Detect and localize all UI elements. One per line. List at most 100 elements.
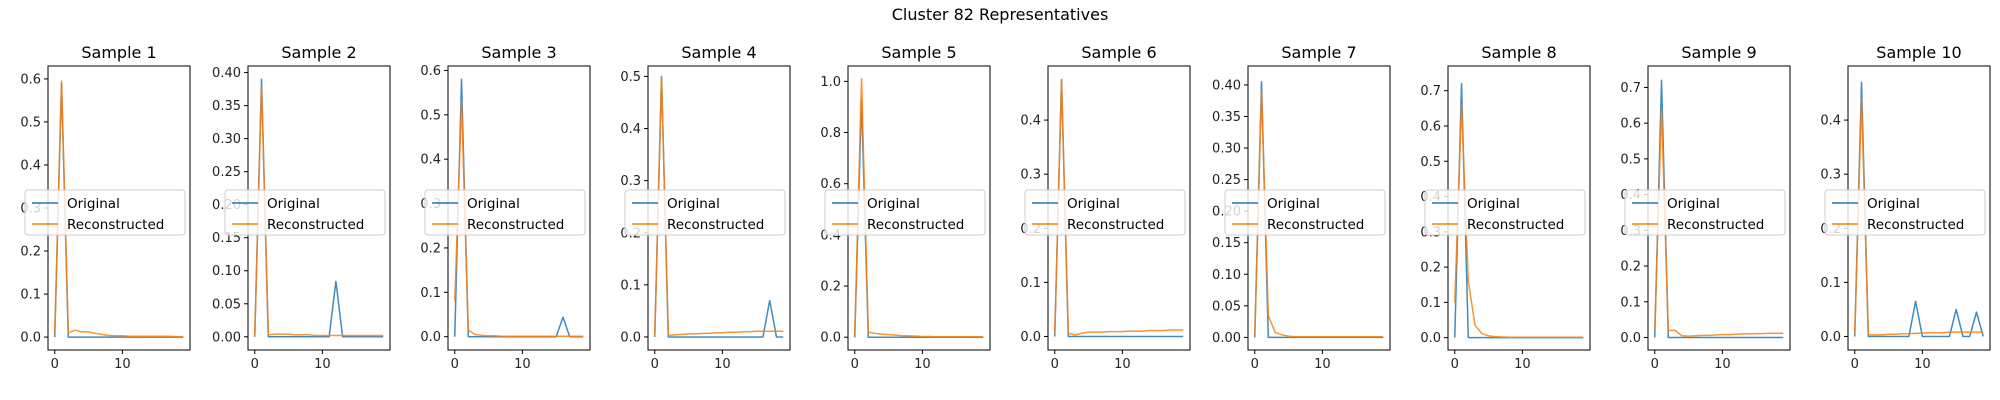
legend: Original Reconstructed (1224, 189, 1386, 236)
y-tick-label: 0.05 (1212, 299, 1241, 314)
series-line-reconstructed (254, 85, 384, 337)
panel-title: Sample 6 (1081, 43, 1156, 62)
x-tick-label: 10 (1314, 357, 1331, 372)
panel-title: Sample 7 (1281, 43, 1356, 62)
y-tick-label: 0.4 (20, 158, 41, 173)
y-tick-label: 0.0 (1820, 330, 1841, 345)
y-tick-label: 0.2 (1420, 261, 1441, 276)
y-tick-label: 0.4 (420, 153, 441, 168)
series-line-original (1654, 79, 1784, 339)
panel-1: Sample 10.00.10.20.30.40.50.6010Original… (20, 43, 191, 372)
legend-label-original: Original (1867, 196, 1920, 212)
y-tick-label: 0.1 (20, 288, 41, 303)
legend-label-reconstructed: Reconstructed (67, 217, 164, 233)
legend-label-reconstructed: Reconstructed (867, 217, 964, 233)
legend-label-reconstructed: Reconstructed (267, 217, 364, 233)
y-tick-label: 0.3 (1020, 168, 1041, 183)
y-tick-label: 0.2 (420, 241, 441, 256)
y-tick-label: 0.6 (1620, 117, 1641, 132)
legend-box (1824, 189, 1986, 236)
x-tick-label: 10 (314, 357, 331, 372)
legend-label-reconstructed: Reconstructed (1667, 217, 1764, 233)
y-tick-label: 0.35 (212, 99, 241, 114)
x-tick-label: 0 (1051, 357, 1059, 372)
x-tick-label: 10 (1514, 357, 1531, 372)
y-tick-label: 0.1 (1020, 276, 1041, 291)
legend-box (224, 189, 386, 236)
legend: Original Reconstructed (24, 189, 186, 236)
legend: Original Reconstructed (1824, 189, 1986, 236)
y-tick-label: 0.35 (1212, 110, 1241, 125)
series-line-reconstructed (654, 75, 784, 337)
series-line-original (654, 75, 784, 338)
legend-label-original: Original (667, 196, 720, 212)
panel-title: Sample 1 (81, 43, 156, 62)
legend: Original Reconstructed (424, 189, 586, 236)
y-tick-label: 0.00 (212, 330, 241, 345)
y-tick-label: 0.10 (212, 264, 241, 279)
y-tick-label: 0.6 (20, 72, 41, 87)
y-tick-label: 0.5 (20, 115, 41, 130)
legend-label-original: Original (867, 196, 920, 212)
x-tick-label: 0 (1851, 357, 1859, 372)
y-tick-label: 0.6 (1420, 119, 1441, 134)
panels-group: Sample 1 0.0 0.1 0.2 0.3 0.4 0.5 0.6 0 10 Original… (20, 43, 1991, 372)
series-line-original (54, 82, 184, 338)
x-tick-label: 10 (714, 357, 731, 372)
y-tick-label: 0.0 (1020, 330, 1041, 345)
legend-box (1424, 189, 1586, 236)
y-tick-label: 0.3 (1820, 168, 1841, 183)
panel-title: Sample 5 (881, 43, 956, 62)
y-tick-label: 0.1 (420, 286, 441, 301)
panel-title: Sample 4 (681, 43, 756, 62)
y-tick-label: 0.4 (1820, 114, 1841, 129)
y-tick-label: 0.6 (420, 64, 441, 79)
panel-5: Sample 50.00.20.40.60.81.00 10OriginalRec… (820, 43, 991, 372)
legend-label-original: Original (467, 196, 520, 212)
panel-10: Sample 100.00.10.20.30.4010OriginalRecon… (1820, 43, 1991, 372)
y-tick-label: 0.10 (1212, 268, 1241, 283)
legend-label-original: Original (267, 196, 320, 212)
y-tick-label: 0.2 (1620, 260, 1641, 275)
y-tick-label: 0.1 (1620, 295, 1641, 310)
series-line-reconstructed (1454, 104, 1584, 339)
legend: Original Reconstructed (224, 189, 386, 236)
x-tick-label: 10 (1714, 357, 1731, 372)
x-tick-label: 0 (251, 357, 259, 372)
panel-7: Sample 70.000.050.100.150.200.250.300.35… (1212, 43, 1391, 372)
y-tick-label: 0.00 (1212, 331, 1241, 346)
figure-suptitle: Cluster 82 Representatives (892, 5, 1109, 24)
legend-box (1224, 189, 1386, 236)
y-tick-label: 0.1 (1820, 276, 1841, 291)
x-tick-label: 0 (451, 357, 459, 372)
panel-title: Sample 9 (1681, 43, 1756, 62)
legend: Original Reconstructed (1024, 189, 1186, 236)
series-line-reconstructed (854, 78, 984, 338)
y-tick-label: 0.40 (212, 66, 241, 81)
y-tick-label: 0.0 (420, 330, 441, 345)
legend-label-original: Original (1067, 196, 1120, 212)
y-tick-label: 0.25 (1212, 173, 1241, 188)
series-line-reconstructed (1254, 90, 1384, 338)
legend-box (424, 189, 586, 236)
panel-9: Sample 90.00.10.20.30.40.50.60.7010Origi… (1620, 43, 1791, 372)
panel-6: Sample 60.00.10.20.30.4010OriginalRecons… (1020, 43, 1191, 372)
panel-title: Sample 2 (281, 43, 356, 62)
series-line-reconstructed (1654, 108, 1784, 337)
y-tick-label: 0.2 (20, 245, 41, 260)
y-tick-label: 0.0 (620, 330, 641, 345)
y-tick-label: 0.30 (1212, 142, 1241, 157)
y-tick-label: 0.0 (820, 331, 841, 346)
y-tick-label: 0.4 (1020, 114, 1041, 129)
y-tick-label: 0.4 (620, 122, 641, 137)
series-line-original (254, 78, 384, 338)
y-tick-label: 0.0 (20, 331, 41, 346)
x-tick-label: 0 (1251, 357, 1259, 372)
panel-title: Sample 8 (1481, 43, 1556, 62)
legend-label-reconstructed: Reconstructed (667, 217, 764, 233)
legend: Original Reconstructed (824, 189, 986, 236)
y-tick-label: 0.40 (1212, 78, 1241, 93)
legend-label-original: Original (1267, 196, 1320, 212)
y-tick-label: 0.1 (620, 278, 641, 293)
